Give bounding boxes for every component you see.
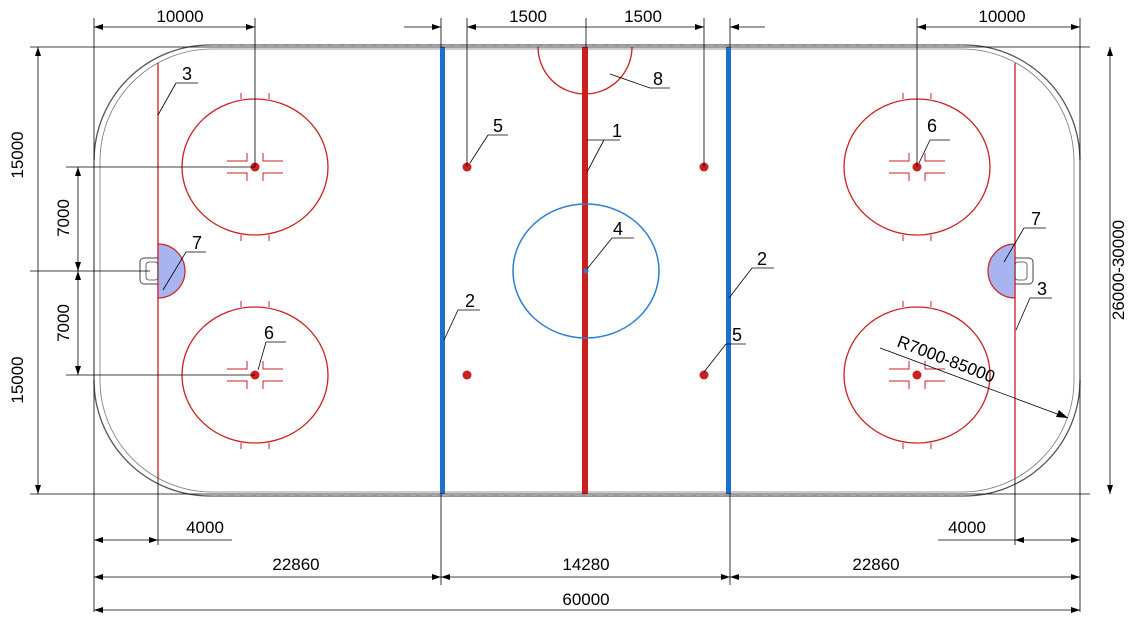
center-circle xyxy=(512,203,660,339)
callout-blue-line-right: 2 xyxy=(757,249,767,269)
callout-crease-right: 7 xyxy=(1031,209,1041,229)
neutral-spot-bottom-right xyxy=(699,370,709,380)
goal-crease-right xyxy=(987,243,1016,299)
callout-center-line: 1 xyxy=(612,121,622,141)
dim-top-left-spot: 1500 xyxy=(509,7,547,26)
callout-goal-line-right: 3 xyxy=(1037,279,1047,299)
referee-crease xyxy=(537,46,633,95)
dim-bottom-left-goal: 4000 xyxy=(186,518,224,537)
goal-crease-left xyxy=(157,243,186,299)
dim-top-right-spot: 1500 xyxy=(624,7,662,26)
dim-bottom-total: 60000 xyxy=(562,590,609,609)
callout-labels: 1 8 4 5 5 2 2 3 3 7 7 6 6 xyxy=(182,64,1047,345)
dim-top-left-end: 10000 xyxy=(156,7,203,26)
callout-goal-line-left: 3 xyxy=(182,64,192,84)
callout-faceoff-spot-right: 6 xyxy=(927,116,937,136)
dim-left-upper-inner: 7000 xyxy=(54,199,73,237)
dim-bottom-right-goal: 4000 xyxy=(948,518,986,537)
dimension-lines xyxy=(30,18,1111,612)
rink-outline-inner xyxy=(99,48,1075,493)
dim-bottom-neutral-zone: 14280 xyxy=(562,555,609,574)
center-spot xyxy=(583,268,589,274)
blue-line-left xyxy=(440,47,445,494)
callout-blue-line-left: 2 xyxy=(465,291,475,311)
callout-center-circle: 4 xyxy=(613,219,623,239)
dim-bottom-left-zone: 22860 xyxy=(272,555,319,574)
dim-left-lower: 15000 xyxy=(8,356,27,403)
faceoff-circle-bottom-right xyxy=(843,301,991,449)
dimension-labels: 10000 1500 1500 10000 4000 4000 22860 14… xyxy=(8,7,1128,609)
goal-right xyxy=(987,243,1034,299)
blue-line-right xyxy=(726,47,731,494)
neutral-spot-bottom-left xyxy=(462,370,472,380)
dim-left-upper: 15000 xyxy=(8,131,27,178)
callout-neutral-spot-upper: 5 xyxy=(493,116,503,136)
arrowheads xyxy=(35,24,1113,613)
callout-neutral-spot-lower: 5 xyxy=(732,325,742,345)
dim-bottom-right-zone: 22860 xyxy=(852,555,899,574)
goal-net-right xyxy=(1015,257,1034,285)
callout-faceoff-spot-left: 6 xyxy=(264,323,274,343)
dim-right-width: 26000-30000 xyxy=(1109,220,1128,320)
faceoff-spot-bottom-right xyxy=(912,370,922,380)
rink-outline-outer xyxy=(93,44,1081,497)
dim-left-lower-inner: 7000 xyxy=(54,304,73,342)
callout-referee-crease: 8 xyxy=(653,69,663,89)
dim-top-right-end: 10000 xyxy=(978,7,1025,26)
callout-crease-left: 7 xyxy=(192,233,202,253)
